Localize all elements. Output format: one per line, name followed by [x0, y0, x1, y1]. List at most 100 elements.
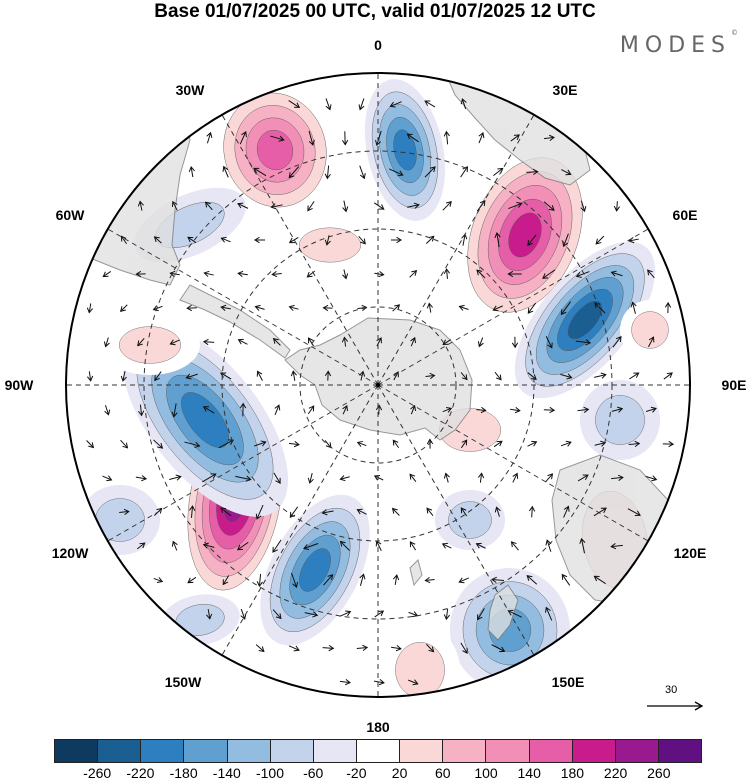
wind-vector-head — [378, 610, 385, 617]
wind-vector-head — [428, 235, 435, 242]
wind-vector — [373, 680, 385, 684]
wind-vector-head — [563, 505, 570, 512]
wind-vector — [203, 341, 215, 343]
wind-vector — [407, 204, 419, 208]
colorbar-tick-label: 140 — [517, 765, 541, 781]
wind-vector-head — [341, 139, 349, 146]
wind-vector-head — [255, 513, 262, 520]
low-100w-contour — [181, 392, 229, 448]
wind-vector — [612, 336, 622, 348]
wind-vector — [561, 301, 571, 315]
wind-vector — [154, 236, 162, 244]
colorbar-tick-label: 20 — [391, 765, 408, 781]
wind-vector-head — [241, 130, 247, 138]
wind-vector-head — [396, 236, 403, 244]
wind-vector-head — [288, 172, 295, 179]
wind-vector-head — [516, 202, 523, 208]
wind-vector — [136, 542, 146, 550]
minor-anomaly-contour — [119, 326, 181, 364]
wind-vector — [459, 306, 469, 310]
wind-vector-head — [634, 440, 641, 448]
wind-vector-head — [271, 270, 278, 278]
wind-vector-head — [413, 202, 420, 209]
wind-vector-head — [102, 271, 109, 278]
wind-vector — [445, 473, 449, 483]
minor-anomaly-contour — [595, 395, 645, 445]
map-border — [65, 72, 691, 698]
wind-vector — [190, 166, 194, 178]
wind-vector — [274, 405, 280, 415]
south-america — [66, 109, 191, 286]
minor-anomaly-contour — [448, 501, 492, 539]
wind-vector-head — [600, 372, 607, 379]
wind-vector-head — [152, 305, 159, 312]
wind-vector-head — [237, 202, 244, 209]
wind-vector-head — [272, 337, 279, 344]
wind-vector-head — [393, 371, 399, 378]
wind-vector-head — [157, 577, 164, 584]
trough-70e-contour — [567, 300, 603, 340]
wind-vector — [629, 372, 639, 380]
wind-vector — [408, 679, 418, 685]
wind-vector — [356, 646, 368, 650]
wind-vector-head — [491, 576, 497, 583]
wind-vector-head — [324, 370, 332, 377]
wind-vector-head — [476, 269, 483, 276]
wind-vector-head — [494, 506, 501, 513]
wind-vector — [205, 201, 213, 211]
wind-vector — [359, 98, 365, 110]
wind-vector — [527, 234, 537, 246]
wind-vector-head — [411, 270, 418, 276]
wind-vector — [186, 373, 198, 379]
wind-vector-head — [527, 307, 534, 314]
wind-vector — [322, 510, 334, 514]
wind-vector — [120, 439, 128, 449]
wind-vector — [446, 269, 448, 279]
wind-vector-head — [324, 173, 331, 180]
wind-vector-head — [137, 340, 143, 347]
wind-vector-head — [495, 374, 502, 381]
wind-vector — [576, 271, 590, 277]
wind-vector — [611, 408, 623, 412]
wind-vector — [105, 337, 109, 347]
wind-vector-head — [153, 236, 160, 243]
wind-vector-head — [510, 541, 517, 548]
wind-vector-head — [549, 406, 556, 414]
minor-anomaly-contour — [631, 311, 669, 349]
colorbar-swatch — [226, 740, 270, 762]
wind-vector — [628, 443, 640, 445]
wind-vector-head — [394, 304, 401, 311]
wind-vector — [594, 575, 606, 585]
wind-vector-head — [292, 581, 299, 589]
wind-vector-head — [494, 232, 501, 239]
wind-vector — [376, 130, 382, 146]
wind-vector — [374, 272, 384, 276]
colorbar-tick-label: 180 — [560, 765, 585, 781]
antarctica — [284, 317, 473, 441]
wind-vector-head — [480, 406, 487, 414]
wind-vector-head — [312, 611, 319, 618]
wind-vector — [190, 506, 194, 518]
brand-name: MODES — [619, 33, 731, 58]
wind-vector — [325, 98, 331, 110]
wind-vector-head — [308, 139, 315, 146]
wind-vector — [563, 506, 569, 518]
wind-vector-head — [443, 472, 450, 479]
longitude-label-60e: 60E — [672, 207, 698, 223]
wind-vector — [88, 371, 92, 381]
wind-vector-head — [254, 304, 261, 311]
wind-vector — [308, 130, 314, 146]
wind-vector-head — [307, 205, 313, 212]
longitude-label-90w: 90W — [4, 377, 34, 393]
wind-vector-head — [293, 645, 300, 652]
colorbar-tick-label: 260 — [647, 765, 671, 781]
wind-vector-head — [123, 508, 130, 516]
wind-vector-head — [479, 200, 486, 207]
wind-vector-head — [88, 442, 95, 449]
wind-vector — [359, 574, 365, 586]
longitude-label-120w: 120W — [51, 545, 89, 561]
wind-vector — [289, 236, 299, 244]
wind-vector — [273, 338, 281, 346]
wind-vector-head — [324, 239, 331, 246]
wind-vector-head — [187, 577, 194, 584]
